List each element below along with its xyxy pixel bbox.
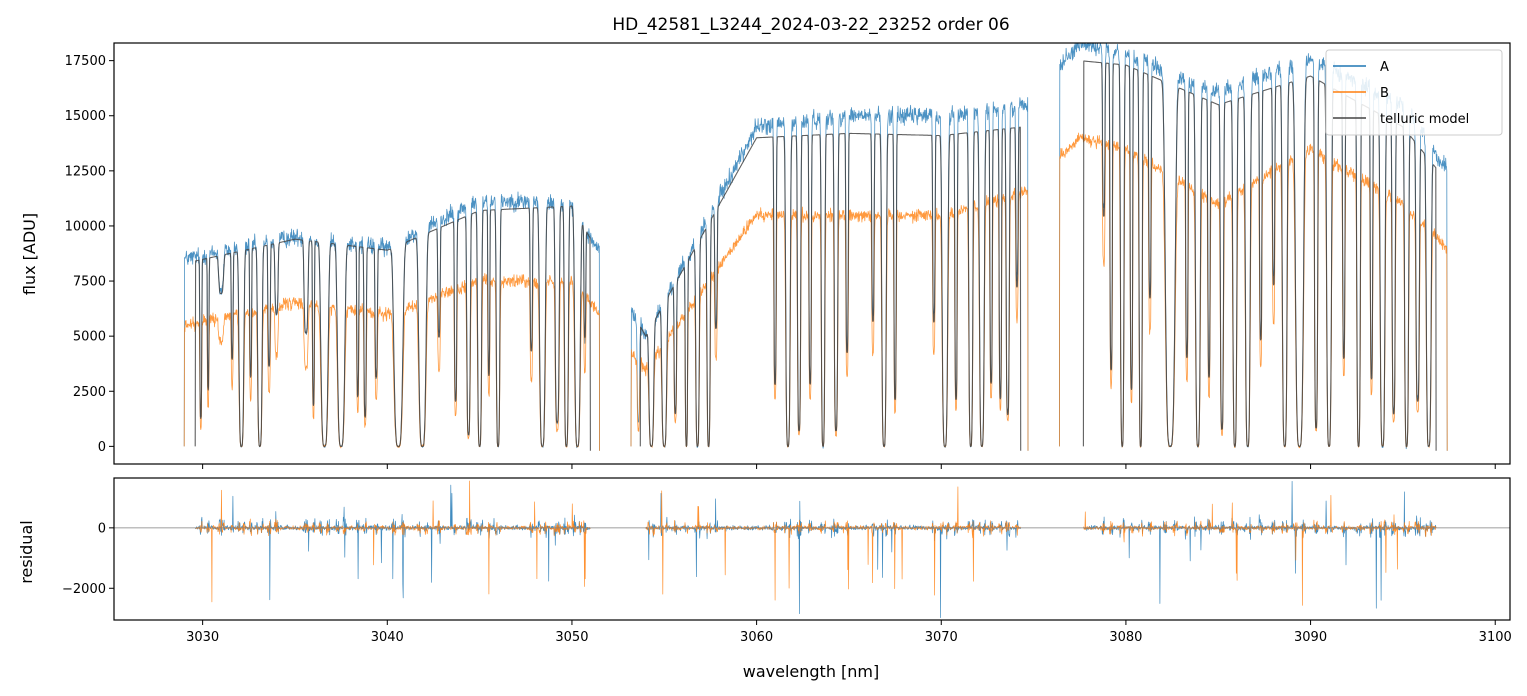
- y-tick-label: −2000: [62, 582, 106, 597]
- x-tick-label: 3060: [740, 630, 773, 645]
- flux-series-group: [183, 43, 1448, 451]
- legend-label-a: A: [1380, 60, 1389, 75]
- telluric-model-segment-1: [639, 126, 1022, 451]
- y-tick-label: 17500: [65, 54, 106, 69]
- x-axis-label: wavelength [nm]: [743, 662, 880, 681]
- x-tick-label: 3030: [186, 630, 219, 645]
- y-tick-label: 5000: [73, 330, 106, 345]
- series-a-residual-segment-0: [194, 484, 591, 601]
- flux-x-ticks: [202, 464, 1496, 469]
- x-tick-label: 3050: [555, 630, 588, 645]
- x-tick-label: 3080: [1109, 630, 1142, 645]
- series-a-residual-segment-1: [645, 492, 1022, 618]
- y-tick-label: 12500: [65, 164, 106, 179]
- residual-y-ticks: −2000 0: [62, 521, 114, 597]
- series-b-residual-segment-2: [1083, 494, 1437, 606]
- series-b-flux-segment-2: [1059, 132, 1448, 451]
- y-tick-label: 10000: [65, 219, 106, 234]
- legend: A B telluric model: [1325, 49, 1503, 136]
- series-a-flux-segment-1: [630, 97, 1029, 451]
- legend-frame: [1325, 49, 1503, 136]
- y-tick-label: 15000: [65, 109, 106, 124]
- x-tick-label: 3040: [371, 630, 404, 645]
- flux-axes-frame: [113, 42, 1511, 465]
- y-tick-label: 7500: [73, 275, 106, 290]
- chart-title: HD_42581_L3244_2024-03-22_23252 order 06: [612, 15, 1009, 35]
- telluric-model-segment-0: [194, 205, 591, 451]
- flux-y-label: flux [ADU]: [20, 213, 39, 295]
- x-tick-label: 3100: [1479, 630, 1512, 645]
- series-b-residual-segment-1: [645, 486, 1022, 601]
- series-b-flux-segment-0: [183, 273, 600, 451]
- legend-label-telluric-model: telluric model: [1380, 112, 1469, 127]
- flux-y-ticks: 0 2500 5000 7500 10000 12500 15000 17500: [65, 54, 114, 455]
- x-tick-label: 3070: [925, 630, 958, 645]
- residual-y-label: residual: [17, 520, 36, 583]
- y-tick-label: 0: [98, 440, 106, 455]
- residual-axes-frame: [113, 477, 1511, 621]
- y-tick-label: 0: [98, 521, 106, 536]
- legend-label-b: B: [1380, 86, 1389, 101]
- y-tick-label: 2500: [73, 385, 106, 400]
- series-a-residual-segment-2: [1083, 480, 1437, 609]
- residual-series-group: [194, 480, 1437, 618]
- flux-panel: 0 2500 5000 7500 10000 12500 15000 17500 flux […: [20, 42, 1511, 469]
- series-b-residual-segment-0: [195, 480, 591, 603]
- residual-x-ticks: 3030 3040 3050 3060 3070 3080 3090 3100: [186, 620, 1512, 645]
- x-tick-label: 3090: [1294, 630, 1327, 645]
